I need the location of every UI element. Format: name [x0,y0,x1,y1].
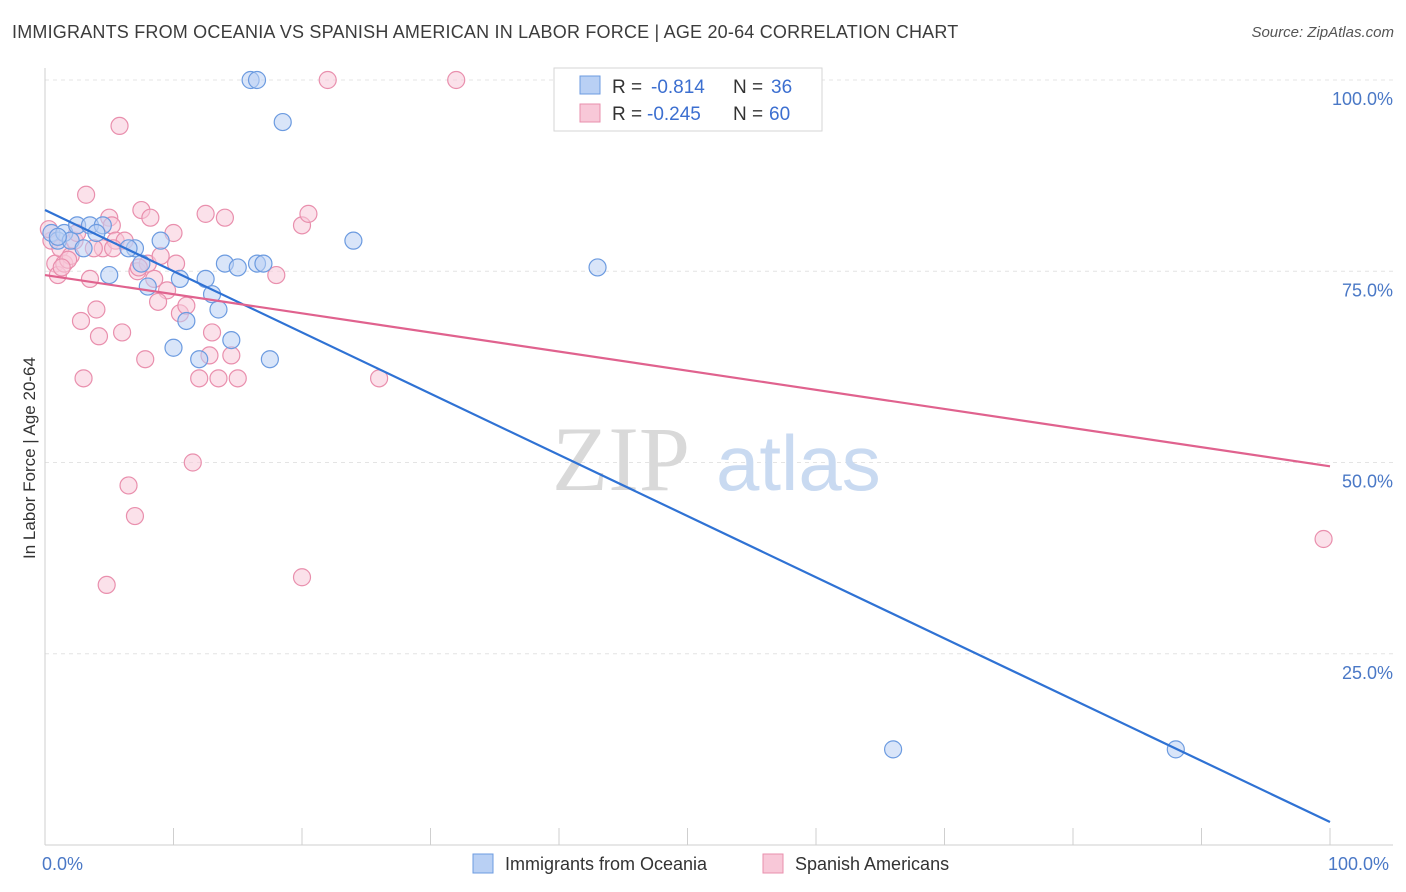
spanish-point [190,369,209,388]
oceania-point [254,254,273,273]
watermark-zip: ZIP [552,408,690,510]
spanish-point [110,116,129,136]
spanish-point [52,258,71,277]
y-tick-labels: 25.0% 50.0% 75.0% 100.0% [1332,89,1393,683]
oceania-point [344,231,363,250]
spanish-point [74,369,93,388]
spanish-point [148,292,168,311]
oceania-point [247,70,267,90]
spanish-point [97,575,116,595]
chart-source: Source: ZipAtlas.com [1251,24,1394,41]
legend-n-value-1: 36 [771,77,792,98]
spanish-point [209,369,228,388]
spanish-point [228,369,247,388]
oceania-point [209,300,228,319]
spanish-point [202,323,222,342]
spanish-point [141,208,160,227]
spanish-point [196,204,215,223]
oceania-point [260,350,279,369]
series-legend: Immigrants from Oceania Spanish American… [472,853,949,874]
spanish-point [119,476,138,495]
y-tick-label-3: 100.0% [1332,89,1393,109]
legend-n-value-2: 60 [769,104,790,125]
oceania-point [883,740,903,759]
oceania-point [273,112,292,132]
series-legend-label-blue: Immigrants from Oceania [505,854,708,874]
oceania-point [119,239,138,258]
y-axis-label: In Labor Force | Age 20-64 [20,357,39,559]
legend-n-label-2: N = [733,104,763,125]
spanish-point [1314,529,1333,549]
series-legend-swatch-pink [762,853,784,874]
trendlines [44,209,1331,824]
spanish-point [215,208,234,227]
oceania-point [100,265,119,285]
y-tick-label-2: 75.0% [1342,280,1393,300]
legend-r-value-2: -0.245 [647,104,701,125]
spanish-point [318,70,337,90]
correlation-legend: R = -0.814 N = 36 R = -0.245 N = 60 [553,67,823,132]
spanish-point [222,346,241,365]
spanish-point [299,204,318,223]
oceania-point [138,277,157,296]
oceania-point [588,258,607,277]
legend-r-label-1: R = [612,77,642,98]
spanish-point [89,327,109,346]
spanish-point [136,350,155,369]
oceania-point [190,350,209,369]
chart-title: IMMIGRANTS FROM OCEANIA VS SPANISH AMERI… [12,22,959,42]
spanish-point [183,453,202,472]
x-ticks [44,828,1331,845]
oceania-point [170,269,190,288]
series-legend-label-pink: Spanish Americans [795,854,949,874]
spanish-trendline [44,273,1331,468]
spanish-point [292,568,312,587]
spanish-point [71,311,91,331]
spanish-point [87,300,106,319]
series-immigrants-from-oceania [42,70,1185,759]
spanish-point [77,185,96,204]
spanish-point [177,296,196,315]
oceania-point [164,338,183,357]
gridlines [45,79,1393,655]
spanish-point [447,70,466,90]
oceania-point [74,239,93,258]
spanish-point [125,506,145,526]
oceania-point [177,311,196,331]
oceania-point [222,331,241,350]
x-tick-label-max: 100.0% [1328,854,1389,874]
watermark-atlas: atlas [716,419,881,507]
oceania-trendline [44,209,1331,824]
legend-r-label-2: R = [612,104,642,125]
x-tick-label-min: 0.0% [42,854,83,874]
series-legend-swatch-blue [472,853,494,874]
spanish-point [112,323,132,342]
legend-swatch-pink [579,103,601,123]
oceania-point [151,231,170,250]
oceania-point [48,227,67,246]
spanish-point [80,269,100,288]
oceania-point [87,223,106,243]
legend-swatch-blue [579,75,601,95]
oceania-point [228,258,247,277]
y-tick-label-0: 25.0% [1342,663,1393,683]
spanish-point [267,265,286,285]
legend-r-value-1: -0.814 [651,77,705,98]
legend-n-label-1: N = [733,77,763,98]
y-tick-label-1: 50.0% [1342,472,1393,492]
